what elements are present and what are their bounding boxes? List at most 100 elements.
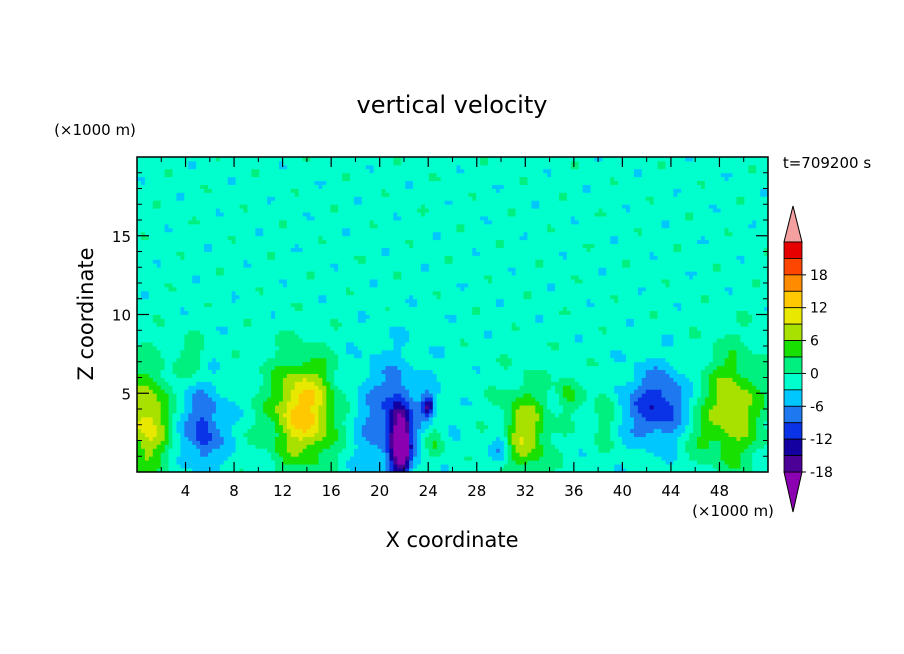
contour-cell [176,448,181,453]
contour-cell [720,373,726,378]
contour-cell [278,452,284,457]
contour-cell [641,460,647,465]
contour-cell [247,365,252,371]
contour-cell [389,361,394,367]
contour-cell [401,353,406,359]
contour-cell [251,432,256,437]
contour-cell [267,401,272,406]
contour-cell [539,409,544,414]
contour-cell [590,365,595,371]
contour-cell [401,420,406,426]
contour-cell [519,468,524,473]
contour-cell [681,456,686,461]
contour-cell [342,436,347,441]
contour-cell [539,365,544,371]
contour-cell [168,377,173,382]
contour-cell [594,389,599,394]
contour-cell [306,456,311,461]
contour-cell [487,405,493,410]
contour-cell [724,409,729,414]
contour-cell [397,440,402,445]
contour-cell [594,428,599,434]
contour-cell [365,405,371,410]
contour-cell [314,452,319,457]
contour-cell [373,460,378,465]
contour-cell [527,456,532,461]
contour-cell [685,393,690,398]
contour-cell [424,456,430,461]
contour-cell [278,393,284,398]
contour-cell [456,397,461,402]
contour-cell [673,440,678,445]
contour-cell [393,389,398,394]
contour-cell [144,428,150,434]
contour-cell [677,452,682,457]
contour-cell [432,369,438,374]
contour-cell [744,385,749,390]
contour-cell [420,416,426,422]
contour-cell [633,448,639,453]
contour-cell [574,381,580,386]
contour-cell [188,416,193,422]
contour-cell [176,397,181,402]
contour-cell [322,464,327,469]
contour-cell [551,416,556,422]
contour-cell [357,412,363,418]
contour-cell [657,468,662,473]
contour-cell [168,353,173,359]
contour-cell [227,448,233,453]
contour-cell [661,424,666,430]
contour-cell [255,369,260,374]
contour-cell [452,377,457,382]
contour-cell [728,373,733,378]
contour-cell [207,432,213,437]
contour-cell [764,464,769,469]
contour-cell [444,405,449,410]
contour-cell [661,416,666,422]
contour-cell [693,448,698,453]
contour-cell [184,377,189,382]
contour-cell [306,365,311,371]
contour-cell [606,381,611,386]
contour-cell [334,412,339,418]
contour-cell [227,353,233,359]
contour-cell [626,393,631,398]
contour-cell [326,424,331,430]
contour-cell [219,393,225,398]
contour-cell [271,385,276,390]
contour-cell [606,349,611,355]
contour-cell [618,428,623,434]
contour-cell [653,357,658,363]
contour-cell [740,397,745,402]
contour-cell [704,420,710,426]
contour-cell [140,397,146,402]
contour-cell [693,349,698,355]
contour-cell [547,448,552,453]
contour-cell [487,464,493,469]
contour-cell [748,401,753,406]
contour-cell [484,416,489,422]
contour-cell [610,405,615,410]
contour-cell [389,389,394,394]
contour-cell [535,393,540,398]
contour-cell [712,460,718,465]
contour-cell [405,401,410,406]
contour-cell [760,357,765,363]
contour-cell [716,377,722,382]
contour-cell [243,448,248,453]
contour-cell [503,397,509,402]
contour-cell [369,409,375,414]
contour-cell [227,346,233,351]
contour-cell [614,401,619,406]
contour-cell [551,448,556,453]
contour-cell [555,381,560,386]
contour-cell [456,448,461,453]
contour-cell [334,444,339,449]
contour-cell [736,361,741,367]
contour-cell [626,353,631,359]
contour-cell [574,436,580,441]
contour-cell [570,409,576,414]
contour-cell [219,436,225,441]
contour-cell [511,377,516,382]
contour-cell [464,416,469,422]
